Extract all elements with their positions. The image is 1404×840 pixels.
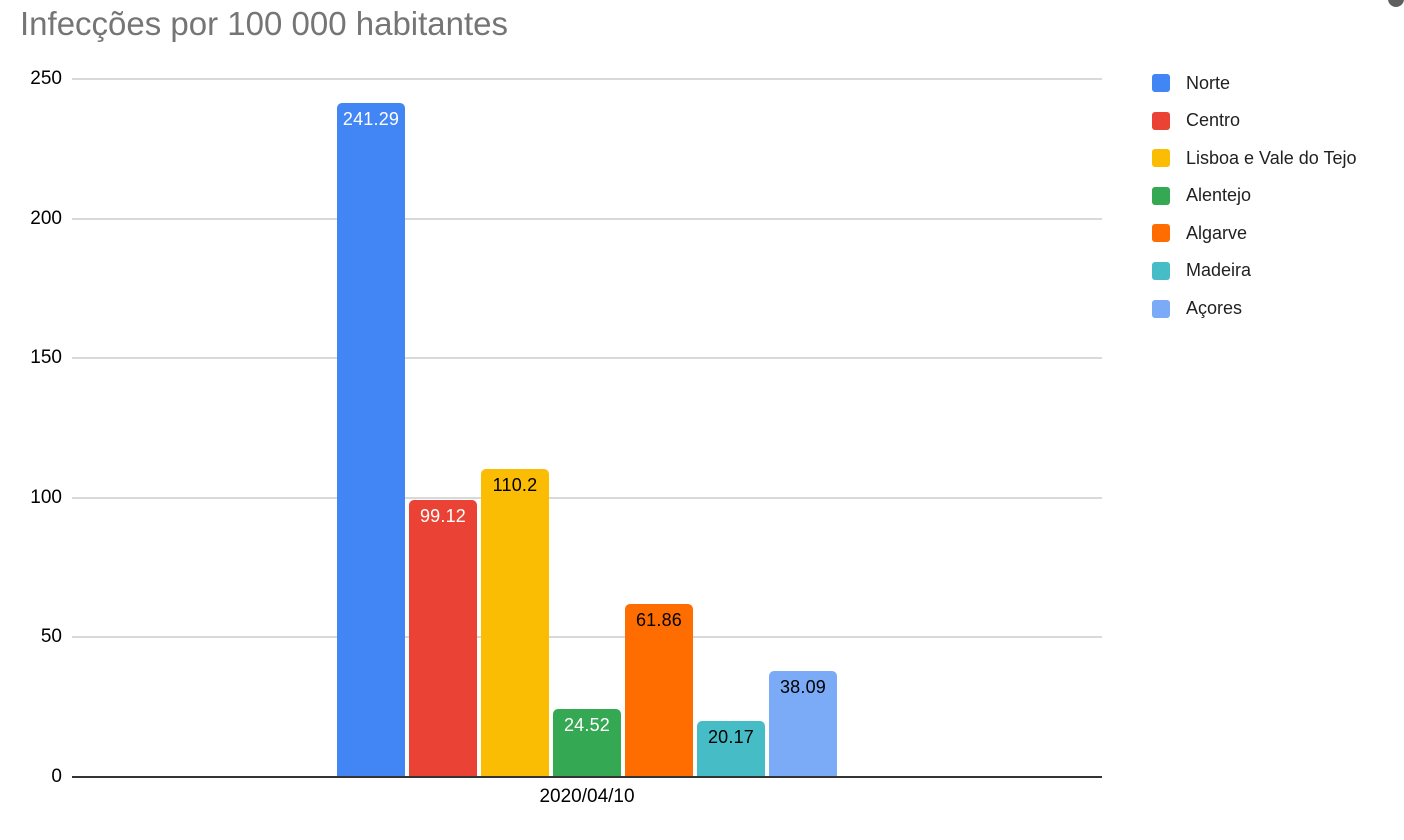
bar-alentejo[interactable]: 24.52 [553,708,621,777]
legend-item-centro[interactable]: Centro [1152,110,1356,131]
legend-swatch-icon [1152,261,1170,280]
legend-label: Algarve [1186,222,1248,243]
legend-label: Madeira [1186,260,1252,281]
legend-swatch-icon [1152,149,1170,168]
gridline [72,357,1102,360]
bar-algarve[interactable]: 61.86 [625,604,693,777]
bar-value-label: 61.86 [635,610,683,631]
legend-item-algarve[interactable]: Algarve [1152,222,1356,243]
bar-value-label: 110.2 [492,475,538,496]
bar-norte[interactable]: 241.29 [337,103,405,777]
legend-swatch-icon [1152,299,1170,318]
legend-swatch-icon [1152,224,1170,243]
bar-value-label: 24.52 [563,714,611,735]
legend-label: Norte [1186,72,1231,93]
legend-item-norte[interactable]: Norte [1152,72,1356,93]
gridline [72,496,1102,499]
y-tick-label: 100 [30,486,62,508]
legend-label: Alentejo [1186,185,1252,206]
bar-value-label: 20.17 [707,726,755,747]
y-tick-label: 0 [51,766,62,787]
bar-value-label: 241.29 [342,109,400,130]
y-tick-label: 50 [40,626,62,648]
legend-item-lisboa-e-vale-do-tejo[interactable]: Lisboa e Vale do Tejo [1152,147,1357,168]
bar-madeira[interactable]: 20.17 [697,720,765,777]
gridline [72,636,1102,639]
legend-label: Lisboa e Vale do Tejo [1186,147,1357,168]
bar-value-label: 99.12 [419,506,467,527]
bar-a-ores[interactable]: 38.09 [769,670,837,777]
legend-swatch-icon [1152,111,1170,130]
legend-label: Centro [1186,110,1241,131]
chart-menu-button[interactable] [1388,0,1404,7]
x-axis-line [72,776,1102,778]
bar-centro[interactable]: 99.12 [409,500,477,777]
chart-title: Infecções por 100 000 habitantes [20,5,509,42]
y-tick-label: 250 [30,68,62,89]
legend-item-madeira[interactable]: Madeira [1152,260,1356,281]
legend-item-a-ores[interactable]: Açores [1152,298,1356,319]
legend-swatch-icon [1152,74,1170,92]
legend-swatch-icon [1152,186,1170,205]
gridline [72,78,1102,80]
y-tick-label: 150 [30,347,62,369]
y-tick-label: 200 [30,207,62,229]
legend: Norte Centro Lisboa e Vale do Tejo Alentejo… [1152,72,1357,337]
legend-label: Açores [1186,298,1243,319]
legend-item-alentejo[interactable]: Alentejo [1152,185,1356,206]
bar-lisboa-e-vale-do-tejo[interactable]: 110.2 [481,469,549,777]
gridline [72,217,1102,220]
bar-value-label: 38.09 [779,676,827,697]
x-axis-category-label: 2020/04/10 [539,786,635,807]
